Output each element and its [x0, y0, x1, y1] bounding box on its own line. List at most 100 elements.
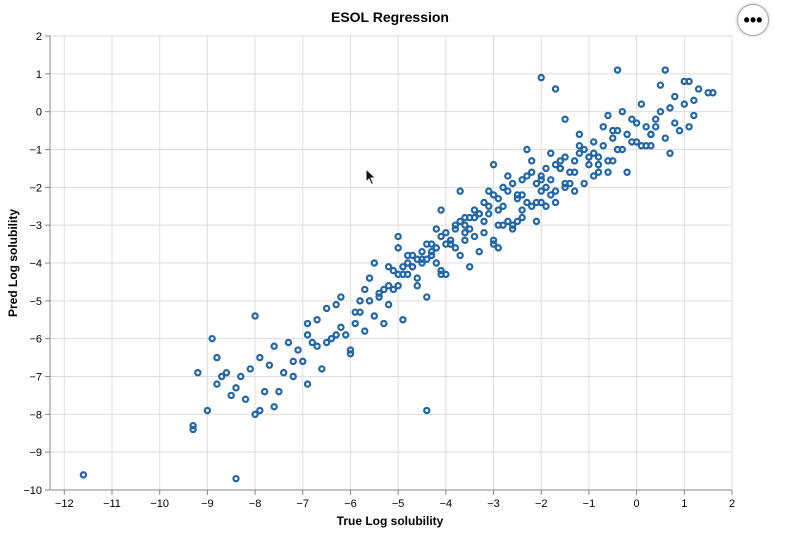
data-point — [499, 202, 507, 210]
data-point — [547, 191, 555, 199]
data-point — [337, 323, 345, 332]
data-point — [370, 312, 379, 320]
data-point — [594, 160, 603, 169]
x-tick-label: 1 — [681, 498, 687, 510]
data-point — [470, 232, 479, 241]
data-point — [632, 119, 641, 127]
data-point — [380, 285, 388, 294]
y-tick-label: −3 — [29, 220, 42, 232]
data-point — [556, 164, 565, 173]
data-point — [561, 179, 569, 188]
data-point — [437, 266, 445, 275]
data-point — [575, 130, 584, 139]
x-tick-label: −4 — [440, 498, 453, 510]
more-options-button[interactable]: ••• — [737, 4, 769, 36]
y-tick-label: 1 — [36, 69, 42, 81]
data-point — [418, 247, 426, 256]
data-point — [551, 198, 560, 207]
data-point — [461, 229, 469, 237]
data-point — [432, 244, 441, 252]
data-point — [508, 221, 517, 229]
mouse-cursor-icon — [365, 168, 377, 186]
data-point — [461, 213, 469, 222]
data-point — [589, 138, 598, 146]
data-point — [480, 217, 488, 226]
data-point — [551, 85, 560, 93]
data-point — [570, 187, 579, 195]
data-point — [532, 217, 541, 226]
data-point — [661, 66, 669, 74]
data-point — [609, 126, 617, 135]
data-point — [671, 119, 679, 127]
data-point — [437, 206, 445, 214]
data-point — [403, 251, 412, 260]
data-point — [518, 213, 526, 222]
data-point — [523, 172, 531, 180]
data-point — [532, 198, 541, 207]
data-point — [341, 331, 350, 339]
x-tick-label: −8 — [249, 498, 262, 510]
y-tick-label: −8 — [29, 409, 42, 421]
y-tick-label: −10 — [23, 485, 42, 497]
data-point — [604, 168, 612, 176]
data-point — [389, 285, 398, 294]
data-point — [394, 232, 402, 241]
data-point — [666, 104, 674, 112]
data-point — [585, 160, 593, 169]
data-point — [241, 395, 250, 403]
data-point — [613, 145, 622, 154]
data-point — [628, 115, 636, 123]
data-point — [313, 316, 321, 324]
data-point — [375, 289, 383, 297]
data-point — [79, 471, 88, 479]
x-tick-label: −7 — [296, 498, 309, 510]
axes: −12 −11 −10 −9 −8 −7 −6 −5 −4 −3 −2 −1 0 1 2−10−9−8−7−… — [23, 31, 735, 510]
y-tick-label: −5 — [29, 296, 42, 308]
data-point — [547, 176, 555, 184]
data-point — [461, 221, 469, 229]
data-point — [609, 134, 617, 142]
data-point — [475, 247, 483, 256]
data-point — [489, 160, 498, 169]
data-point — [575, 142, 584, 150]
x-tick-label: −9 — [201, 498, 214, 510]
data-point — [413, 282, 421, 290]
data-point — [279, 369, 288, 377]
data-point — [413, 274, 421, 282]
data-point — [542, 183, 550, 192]
data-point — [675, 126, 684, 135]
data-point — [575, 149, 584, 157]
y-tick-label: −7 — [29, 372, 42, 384]
x-tick-label: −3 — [487, 498, 500, 510]
data-point — [423, 406, 431, 415]
data-point — [561, 115, 569, 123]
data-point — [451, 244, 460, 252]
data-point — [442, 270, 450, 279]
data-point — [542, 202, 550, 210]
data-point — [399, 263, 407, 271]
data-point — [299, 357, 307, 366]
data-point — [518, 206, 526, 214]
data-point — [289, 357, 297, 366]
data-point — [189, 421, 197, 430]
data-point — [523, 145, 531, 154]
data-point — [494, 221, 503, 229]
data-point — [461, 236, 469, 244]
data-point — [709, 89, 717, 97]
y-tick-label: −6 — [29, 334, 42, 346]
data-point — [403, 270, 412, 279]
data-point — [337, 293, 345, 301]
data-point — [651, 123, 660, 131]
data-point — [671, 92, 679, 101]
data-point — [442, 240, 450, 248]
data-point — [361, 327, 369, 335]
data-point — [217, 372, 226, 381]
data-point — [361, 285, 369, 294]
data-point — [647, 142, 655, 150]
data-point — [270, 403, 278, 411]
data-point — [442, 229, 450, 237]
y-tick-label: −9 — [29, 447, 42, 459]
data-point — [494, 244, 503, 252]
data-point — [265, 361, 274, 369]
data-point — [551, 187, 560, 195]
